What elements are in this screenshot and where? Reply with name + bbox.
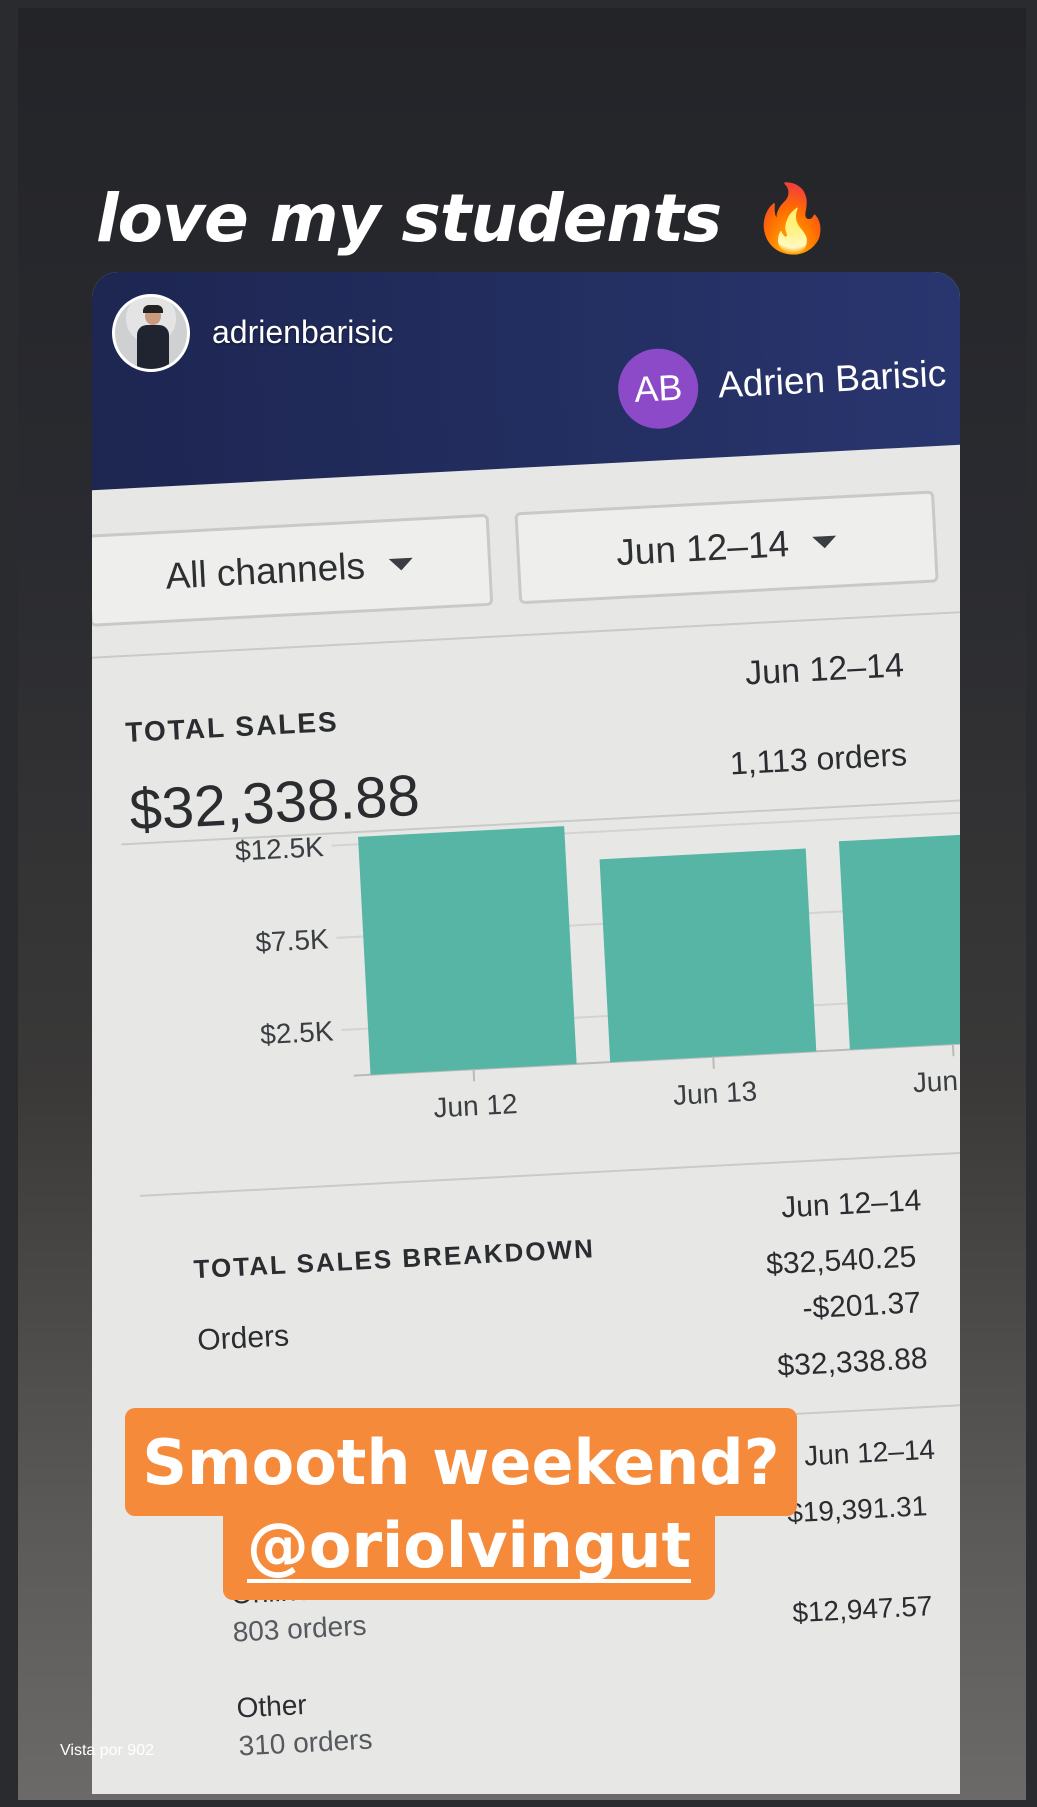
story-username[interactable]: adrienbarisic [212,314,394,350]
x-tick-label: Jun 12 [433,1088,519,1123]
story-view-count[interactable]: Vista por 902 [60,1742,154,1759]
channel-select-value: All channels [164,545,366,597]
sales-bar-chart: $12.5K $7.5K $2.5K Jun 12 Jun 13 Jun 14 [234,806,960,1123]
bar-jun-12 [358,826,577,1075]
question-text: Smooth weekend? [142,1425,780,1499]
x-tick-label: Jun 14 [912,1063,960,1098]
x-tick [951,1044,955,1057]
channels-date: Jun 12–14 [803,1433,936,1472]
mention-sticker[interactable]: @oriolvingut [223,1496,715,1600]
x-tick [472,1069,476,1082]
total-sales-date: Jun 12–14 [744,646,905,693]
total-sales-orders: 1,113 orders [728,736,908,782]
breakdown-date: Jun 12–14 [780,1184,923,1225]
fire-icon: 🔥 [751,180,833,257]
bar-jun-13 [599,848,817,1063]
chevron-down-icon [388,557,414,572]
y-tick-label: $2.5K [259,1015,334,1050]
person-icon [137,305,169,369]
story-headline: love my students 🔥 [96,180,976,258]
account-name: Adrien Barisic [717,352,948,406]
sales-chart: $12.5K $7.5K $2.5K Jun 12 Jun 13 Jun 14 [201,788,960,1133]
chevron-down-icon [812,535,838,549]
dashboard-photo: AB Adrien Barisic All channels Jun 12–14… [92,272,960,1794]
total-sales-title: TOTAL SALES [124,705,340,749]
y-tick-label: $7.5K [255,923,330,958]
date-range-select[interactable]: Jun 12–14 [514,490,939,605]
other-orders: 310 orders [237,1723,374,1762]
breakdown-total-value: $32,338.88 [776,1341,929,1383]
other-value: $12,947.57 [791,1590,934,1629]
bar-jun-14 [838,830,960,1050]
date-range-value: Jun 12–14 [615,523,790,574]
other-label: Other [235,1688,308,1724]
online-store-orders: 803 orders [231,1609,368,1648]
orders-value: $32,540.25 [765,1240,918,1282]
mention-text: @oriolvingut [246,1509,692,1583]
breakdown-title: TOTAL SALES BREAKDOWN [192,1233,596,1285]
returns-value: -$201.37 [801,1286,922,1326]
orders-label: Orders [196,1319,290,1358]
dashboard-screen: AB Adrien Barisic All channels Jun 12–14… [92,272,960,1794]
x-tick-label: Jun 13 [672,1076,758,1111]
account-menu[interactable]: AB Adrien Barisic [616,334,948,431]
online-store-value: $19,391.31 [786,1490,928,1529]
y-tick-label: $12.5K [234,831,325,867]
avatar: AB [616,346,701,431]
profile-avatar[interactable] [112,294,190,372]
channel-select[interactable]: All channels [92,513,494,627]
headline-text: love my students [96,180,722,257]
x-tick [712,1056,715,1069]
